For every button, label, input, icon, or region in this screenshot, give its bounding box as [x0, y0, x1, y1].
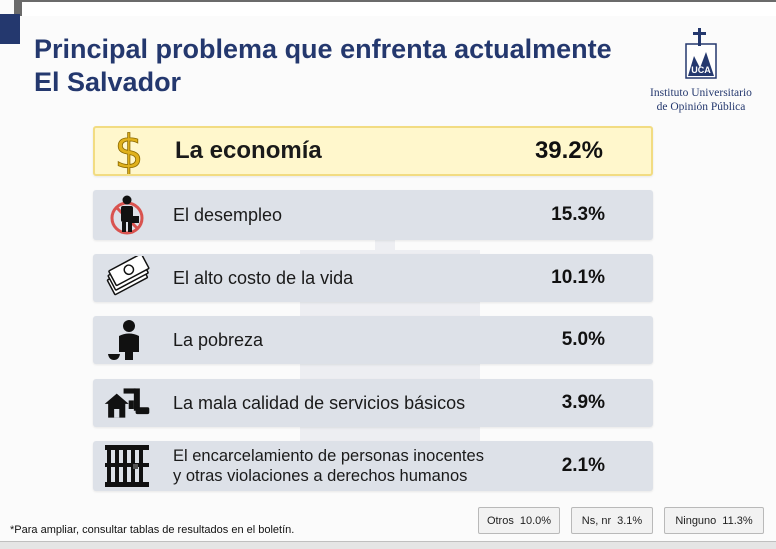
row-label: El alto costo de la vida	[173, 267, 354, 288]
footnote: *Para ampliar, consultar tablas de resul…	[10, 524, 295, 536]
row-label: La economía	[175, 137, 322, 164]
extra-chip-otros: Otros 10.0%	[478, 507, 560, 534]
top-bar-inner	[22, 0, 776, 16]
prison-bars-icon	[103, 441, 151, 491]
page-title: Principal problema que enfrenta actualme…	[34, 33, 634, 99]
accent-block	[0, 14, 20, 44]
chip-label: Otros	[486, 514, 514, 527]
row-value: 39.2%	[534, 137, 603, 164]
chip-value: 3.1%	[617, 514, 643, 527]
row-label: La pobreza	[173, 329, 264, 350]
table-row: La pobreza 5.0%	[93, 316, 653, 364]
table-row: La mala calidad de servicios básicos 3.9…	[93, 379, 653, 427]
bottom-border	[0, 541, 776, 549]
chip-label: Ninguno	[675, 514, 717, 527]
chip-value: 11.3%	[722, 514, 753, 527]
table-row: El alto costo de la vida 10.1%	[93, 254, 653, 302]
row-label-line-1: El encarcelamiento de personas inocentes	[173, 447, 484, 465]
title-line-2: El Salvador	[34, 67, 182, 97]
row-label: El encarcelamiento de personas inocentes…	[173, 441, 484, 491]
banknotes-icon	[103, 254, 151, 302]
row-label-line-2: y otras violaciones a derechos humanos	[173, 467, 468, 485]
svg-text:UCA: UCA	[691, 65, 711, 75]
iudop-logo: UCA Instituto Universitario de Opinión P…	[640, 26, 762, 116]
logo-text-line-2: de Opinión Pública	[656, 101, 746, 113]
row-value: 2.1%	[561, 455, 605, 476]
chip-value: 10.0%	[519, 514, 552, 527]
row-label: La mala calidad de servicios básicos	[173, 392, 466, 413]
table-row: $ La economía 39.2%	[93, 126, 653, 176]
table-row: El desempleo 15.3%	[93, 190, 653, 240]
logo-text-line-1: Instituto Universitario	[650, 87, 752, 99]
no-worker-icon	[103, 190, 151, 240]
chip-label: Ns, nr	[581, 514, 612, 527]
row-label: El desempleo	[173, 204, 283, 225]
row-value: 5.0%	[561, 329, 605, 350]
extra-chip-ninguno: Ninguno 11.3%	[664, 507, 764, 534]
svg-text:$: $	[114, 128, 143, 174]
table-row: El encarcelamiento de personas inocentes…	[93, 441, 653, 491]
title-line-1: Principal problema que enfrenta actualme…	[34, 34, 612, 64]
extra-chip-nsnr: Ns, nr 3.1%	[571, 507, 653, 534]
uca-logo-icon: UCA	[685, 28, 717, 79]
row-value: 3.9%	[561, 392, 605, 413]
sitting-person-bowl-icon	[103, 316, 151, 364]
row-value: 10.1%	[551, 267, 605, 288]
row-value: 15.3%	[551, 204, 605, 225]
house-pipe-icon	[103, 379, 151, 427]
dollar-sign-icon: $	[105, 128, 153, 174]
